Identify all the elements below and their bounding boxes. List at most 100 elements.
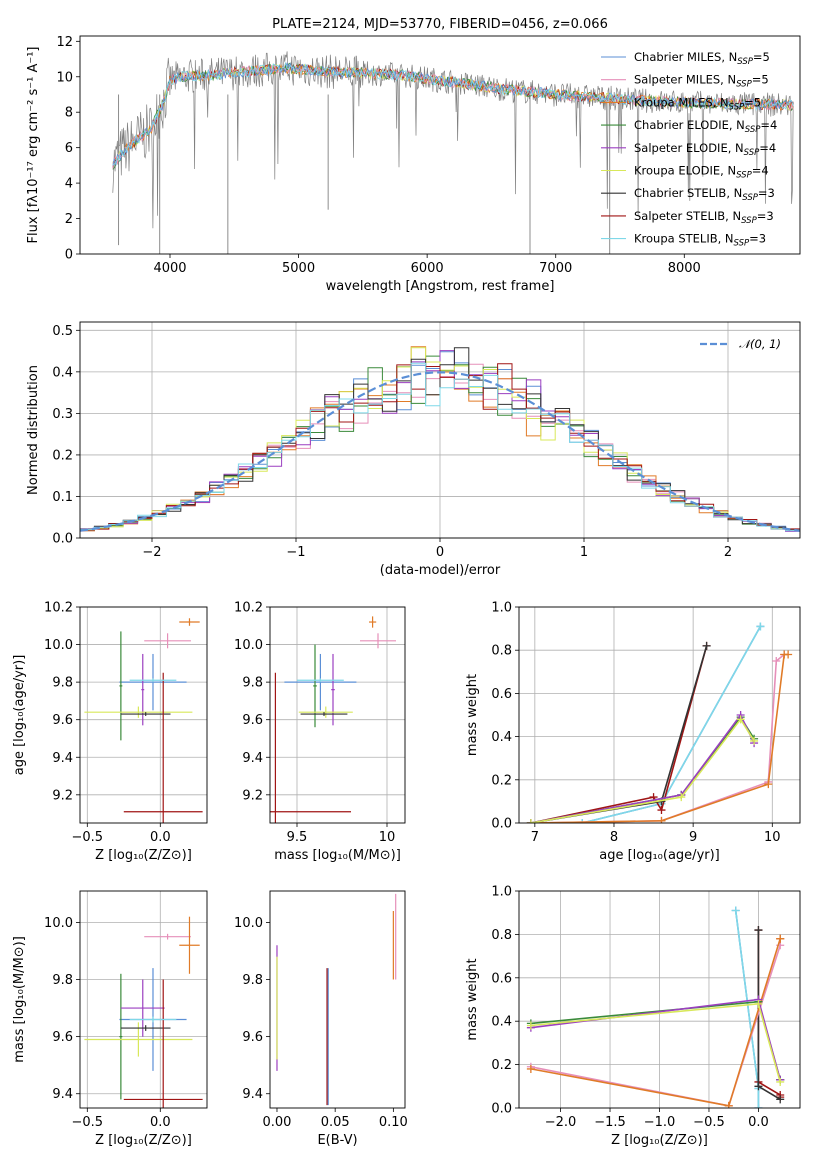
errorbar-point-kroupa_stelib <box>129 1016 177 1023</box>
y-tick-label: 0.2 <box>491 773 512 788</box>
errorbar-point-kroupa_miles <box>179 618 200 626</box>
y-tick-label: 9.2 <box>52 788 73 803</box>
x-tick-label: 9 <box>689 830 697 845</box>
y-axis-label: mass weight <box>465 958 480 1040</box>
y-axis-label: age [log₁₀(age/yr)] <box>12 655 27 776</box>
y-tick-label: 10.0 <box>44 638 73 653</box>
model-spectrum-salpeter_miles <box>112 63 794 169</box>
x-tick-label: 6000 <box>411 261 444 276</box>
chart-title: PLATE=2124, MJD=53770, FIBERID=0456, z=0… <box>272 17 608 32</box>
errorbar-point-chabrier_elodie <box>119 973 123 1100</box>
plus-marker <box>677 793 686 802</box>
x-tick-label: 0.0 <box>150 1115 171 1130</box>
series-line <box>530 645 708 823</box>
x-tick-label: 0.0 <box>150 830 171 845</box>
plus-marker <box>526 1021 535 1030</box>
series-kroupa_miles <box>526 934 785 1108</box>
y-tick-label: 0.0 <box>491 817 512 832</box>
plus-marker <box>776 934 785 943</box>
x-tick-label: −2.0 <box>545 1115 577 1130</box>
plot-content <box>526 622 793 823</box>
errorbar-point-salpeter_miles <box>360 633 396 649</box>
x-tick-label: 0.0 <box>748 1115 769 1130</box>
errorbar-point-chabrier_elodie <box>313 644 317 728</box>
y-tick-label: 0.6 <box>491 687 512 702</box>
y-tick-label: 0.2 <box>491 1058 512 1073</box>
y-tick-label: 9.8 <box>52 676 73 691</box>
plus-marker <box>754 999 763 1008</box>
y-axis-label: mass weight <box>465 674 480 756</box>
plot-content <box>526 906 785 1108</box>
legend: Chabrier MILES, NSSP=5 Salpeter MILES, NS… <box>601 50 777 249</box>
plot-content <box>84 916 203 1108</box>
x-tick-label: −1 <box>286 545 305 560</box>
histogram-chabrier_stelib <box>80 347 800 531</box>
histogram-kroupa_stelib <box>80 362 800 531</box>
y-tick-label: 9.6 <box>52 1030 73 1045</box>
plot-area <box>80 36 800 254</box>
plus-marker <box>756 622 765 631</box>
errorbar-point-kroupa_stelib <box>297 678 344 683</box>
axes-frame <box>518 606 801 824</box>
y-tick-label: 9.8 <box>52 973 73 988</box>
x-tick-label: 4000 <box>153 261 186 276</box>
y-tick-label: 12 <box>56 35 73 50</box>
x-tick-label: 0 <box>436 545 444 560</box>
y-tick-label: 0.5 <box>52 324 73 339</box>
normal-curve <box>80 371 800 532</box>
errorbar-point-kroupa_miles <box>179 916 200 974</box>
y-tick-label: 9.4 <box>242 1087 263 1102</box>
plus-marker <box>776 1095 785 1104</box>
series-kroupa_elodie <box>526 999 785 1086</box>
axes-frame <box>518 890 801 1109</box>
y-tick-label: 0.6 <box>491 971 512 986</box>
y-tick-label: 9.2 <box>242 788 263 803</box>
y-tick-label: 9.4 <box>52 1087 73 1102</box>
panel-weight_vs_Z: −2.0 −1.5 −1.0 −0.5 0.0 0.0 0.2 0.4 0.6 0.8 1.0 Z [… <box>465 885 801 1148</box>
x-axis-label: Z [log₁₀(Z/Z⊙)] <box>95 1133 192 1148</box>
x-axis-label: Z [log₁₀(Z/Z⊙)] <box>611 1133 708 1148</box>
y-tick-label: 4 <box>65 177 73 192</box>
plus-marker <box>731 906 740 915</box>
errorbar-point-chabrier_elodie <box>119 631 123 741</box>
y-tick-label: 0.8 <box>491 928 512 943</box>
y-tick-label: 9.4 <box>52 751 73 766</box>
y-tick-label: 10.2 <box>44 601 73 616</box>
y-tick-label: 2 <box>65 212 73 227</box>
plus-marker <box>784 650 793 659</box>
legend-label: Salpeter ELODIE, NSSP=4 <box>634 141 776 158</box>
plus-marker <box>526 819 535 823</box>
y-tick-label: 10.0 <box>44 916 73 931</box>
x-tick-label: 10 <box>379 830 396 845</box>
y-tick-label: 9.6 <box>242 1030 263 1045</box>
x-tick-label: −1.0 <box>644 1115 676 1130</box>
y-axis-label: mass [log₁₀(M/M⊙)] <box>12 936 27 1063</box>
axes-frame <box>79 606 208 824</box>
errorbar-point-chabrier_stelib <box>120 1025 171 1031</box>
y-tick-label: 9.6 <box>242 713 263 728</box>
plot-content <box>270 616 396 823</box>
plus-marker <box>754 926 763 935</box>
grid <box>80 606 207 823</box>
panel-mass_vs_Z: −0.5 0.0 9.4 9.6 9.8 10.0 Z [log₁₀(Z/Z⊙)] mass … <box>12 890 208 1148</box>
errorbar-point-salpeter_elodie <box>120 979 165 1037</box>
legend-label: Chabrier MILES, NSSP=5 <box>634 50 770 67</box>
grid <box>80 891 207 1108</box>
x-tick-label: 2 <box>724 545 732 560</box>
x-tick-label: 0.10 <box>379 1115 408 1130</box>
y-tick-label: 9.6 <box>52 713 73 728</box>
errorbar-point-chabrier_stelib <box>300 712 348 716</box>
axes-frame <box>79 321 801 539</box>
x-tick-label: 7000 <box>539 261 572 276</box>
errorbar-point-kroupa_elodie <box>84 706 193 718</box>
x-tick-label: −0.5 <box>72 830 104 845</box>
y-tick-label: 0.8 <box>491 644 512 659</box>
legend-label: Chabrier ELODIE, NSSP=4 <box>634 118 777 135</box>
errorbar-point-kroupa_stelib <box>129 678 177 683</box>
y-tick-label: 10 <box>56 70 73 85</box>
y-tick-label: 0.1 <box>52 490 73 505</box>
plot-area <box>80 607 207 823</box>
y-tick-label: 9.4 <box>242 751 263 766</box>
x-tick-label: −0.5 <box>693 1115 725 1130</box>
